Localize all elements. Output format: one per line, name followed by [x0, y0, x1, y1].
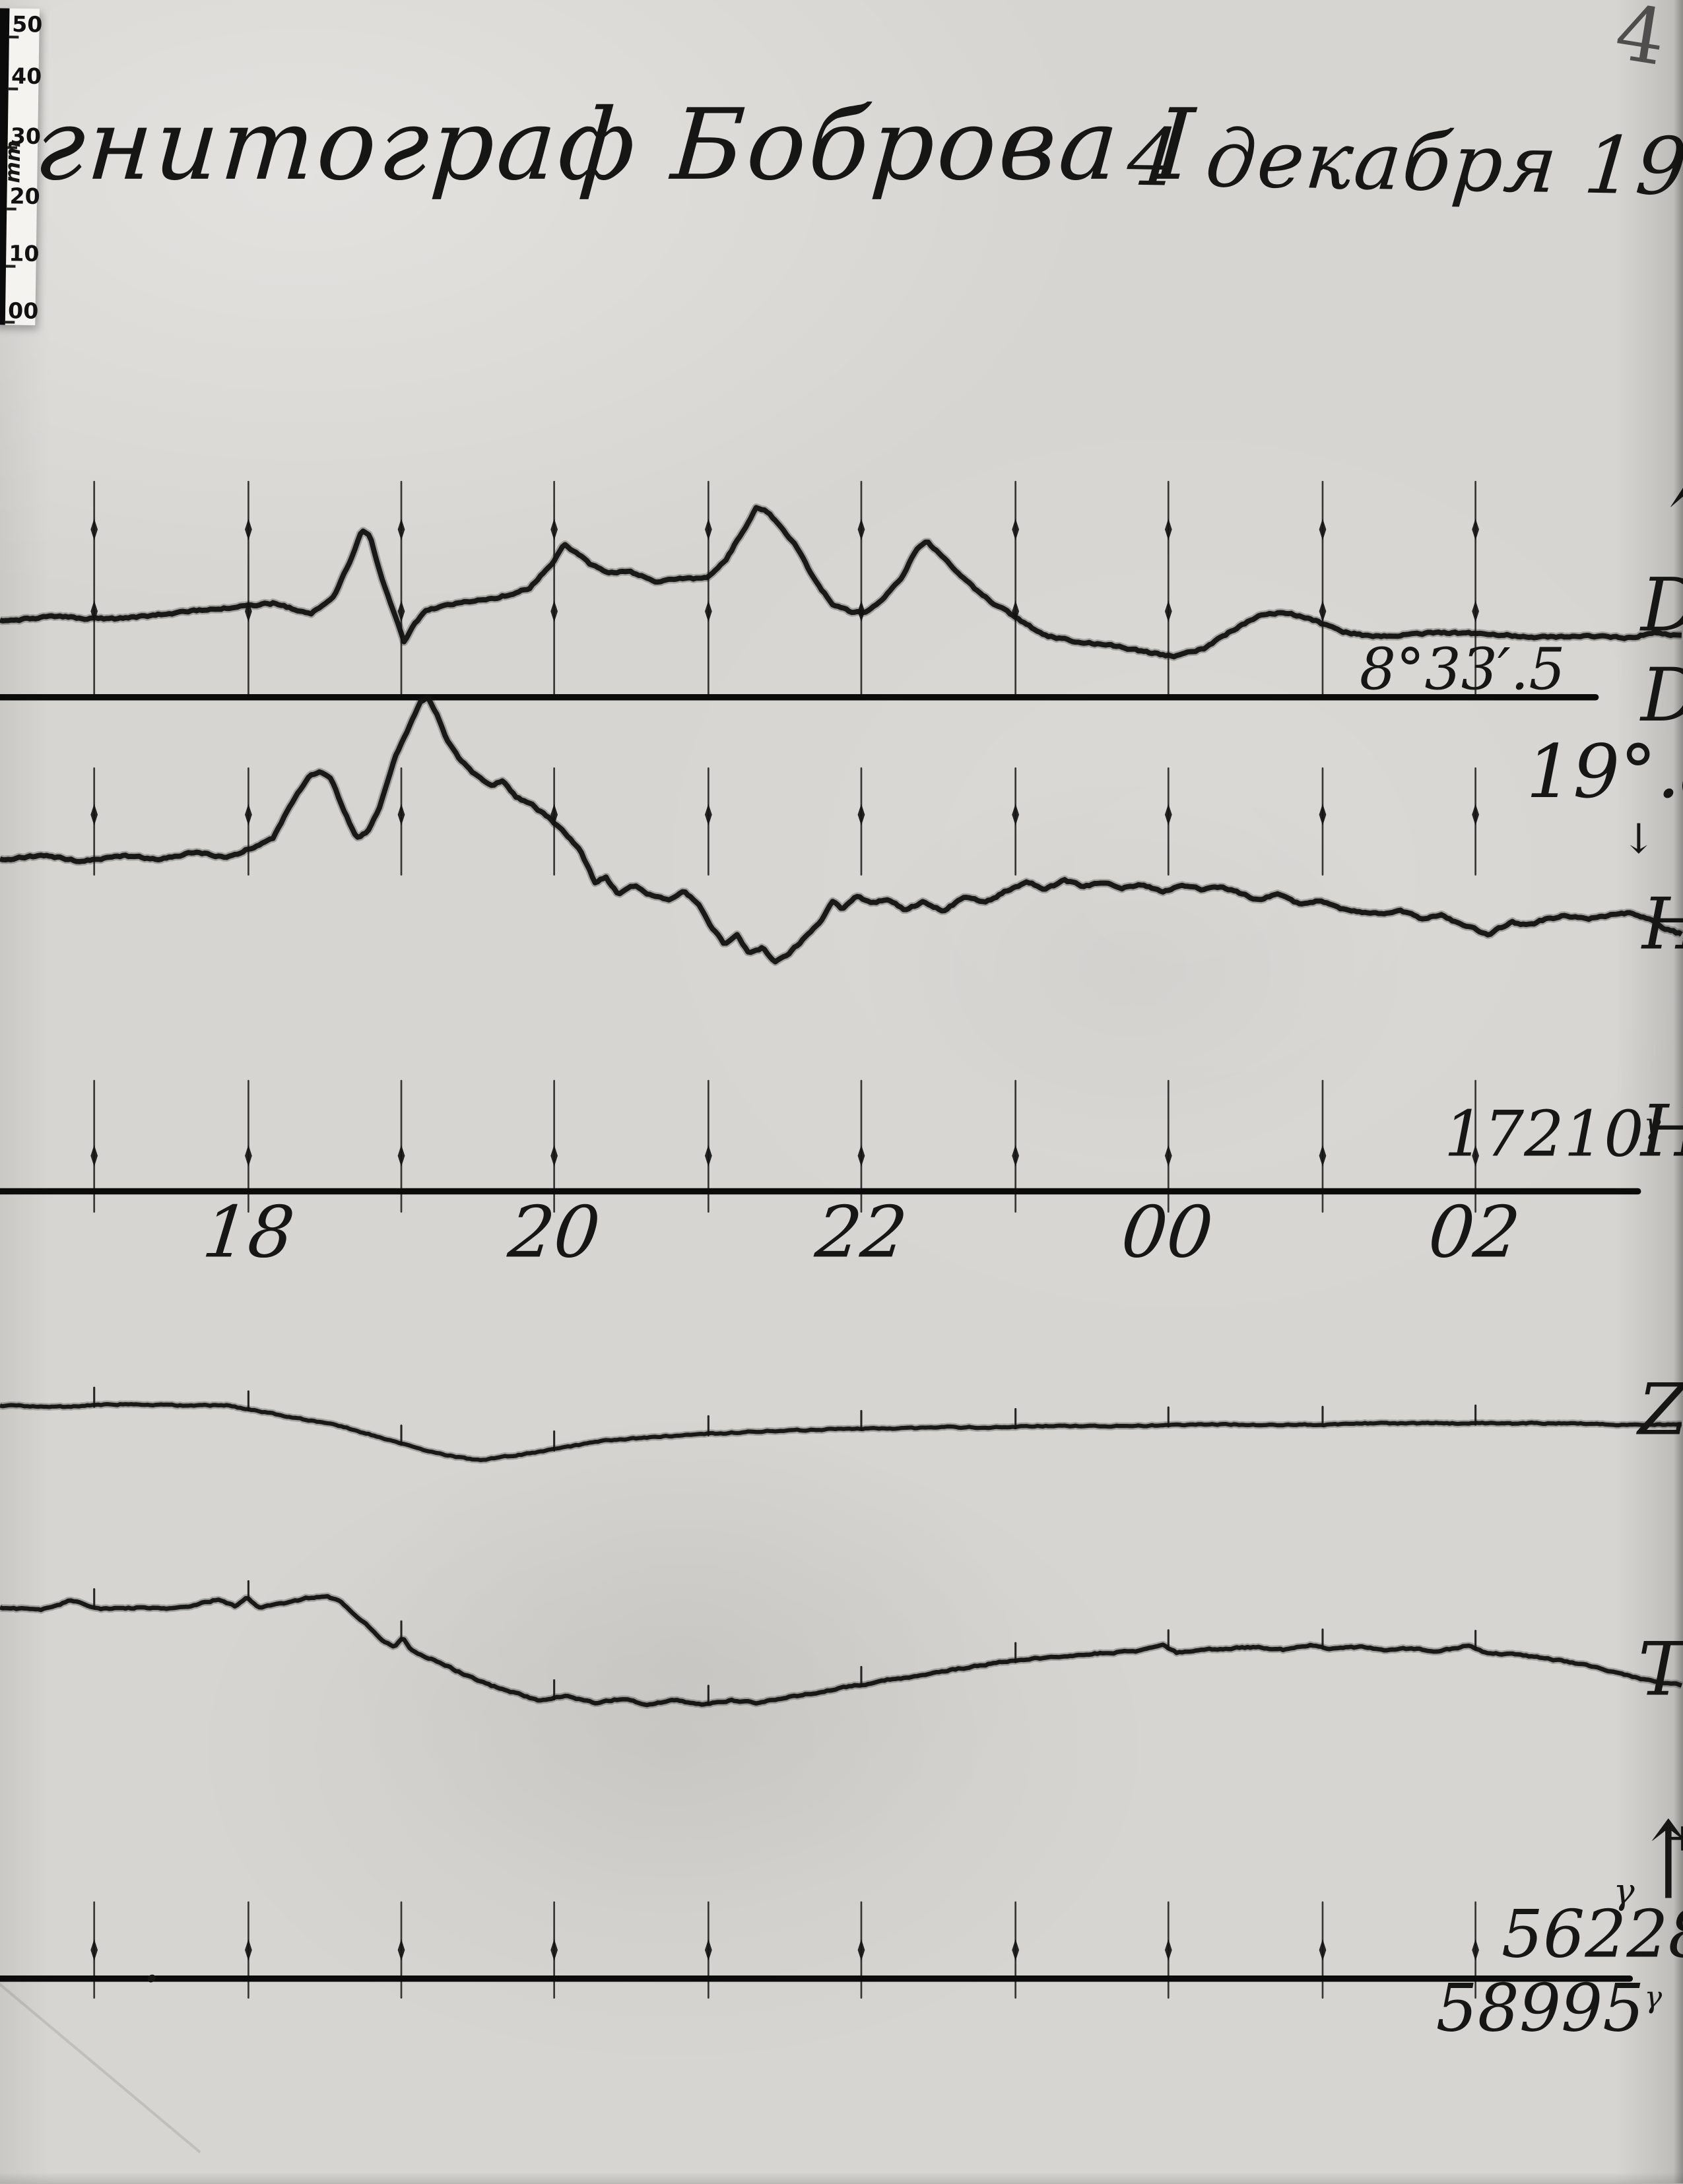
scan-edge-shadow [0, 2172, 1683, 2183]
page-date: 4 декабря 1974 г. [1123, 110, 1683, 217]
z-baseline-value: 56228γ Zo [1502, 1897, 1683, 1974]
d-baseline-letter: D [1641, 653, 1683, 738]
small-down-arrow-icon: ↓ [1621, 816, 1656, 864]
time-label-18: 18 [199, 1192, 298, 1275]
d-scale-value: 19°.80 [1526, 728, 1683, 815]
gamma-icon: γ [1643, 1107, 1661, 1141]
scale-label-00: 00 [7, 298, 39, 325]
zt-up-arrow-icon: ↑ [1635, 1799, 1683, 1924]
edge-arrow-icon: ↑ [1670, 977, 1683, 1097]
z-trace-label: Z [1637, 1370, 1683, 1452]
gamma-icon: γ [1644, 1981, 1663, 2016]
gamma-icon: γ [1613, 1872, 1635, 1913]
scale-tick [9, 36, 19, 39]
scale-tick [8, 87, 18, 90]
d-up-arrow-icon: ↑ [1655, 464, 1683, 597]
h-trace-label: H [1642, 884, 1683, 966]
t-baseline-value: 58995γ To [1436, 1970, 1683, 2047]
plus-mark: + [1666, 1815, 1683, 1860]
h-baseline-value: 17210γ [1444, 1097, 1661, 1171]
z-baseline-number: 56228 [1501, 1896, 1683, 1974]
d-baseline-value: 8°33′.5 [1359, 635, 1566, 703]
page-title: гнитограф Боброва I [31, 87, 1201, 203]
scale-label-50: 50 [12, 11, 43, 38]
d-trace-label-upper: D [1641, 562, 1683, 648]
h-baseline-letter: H [1641, 1091, 1683, 1173]
t-trace-label: T [1637, 1626, 1683, 1713]
time-label-02: 02 [1424, 1192, 1524, 1275]
scale-unit-label: mm [0, 140, 26, 183]
scan-edge-shadow [1673, 0, 1683, 2183]
scale-tick [5, 321, 15, 324]
time-label-20: 20 [504, 1192, 604, 1275]
time-label-00: 00 [1117, 1192, 1217, 1275]
scale-label-40: 40 [11, 63, 42, 90]
scale-label-10: 10 [9, 240, 40, 267]
h-baseline-number: 17210 [1444, 1097, 1644, 1171]
t-baseline-number: 58995 [1436, 1970, 1645, 2047]
scale-tick [5, 265, 16, 268]
stray-ink-dot: . [142, 1927, 162, 1997]
time-label-22: 22 [812, 1192, 911, 1275]
scale-tick [7, 207, 16, 210]
